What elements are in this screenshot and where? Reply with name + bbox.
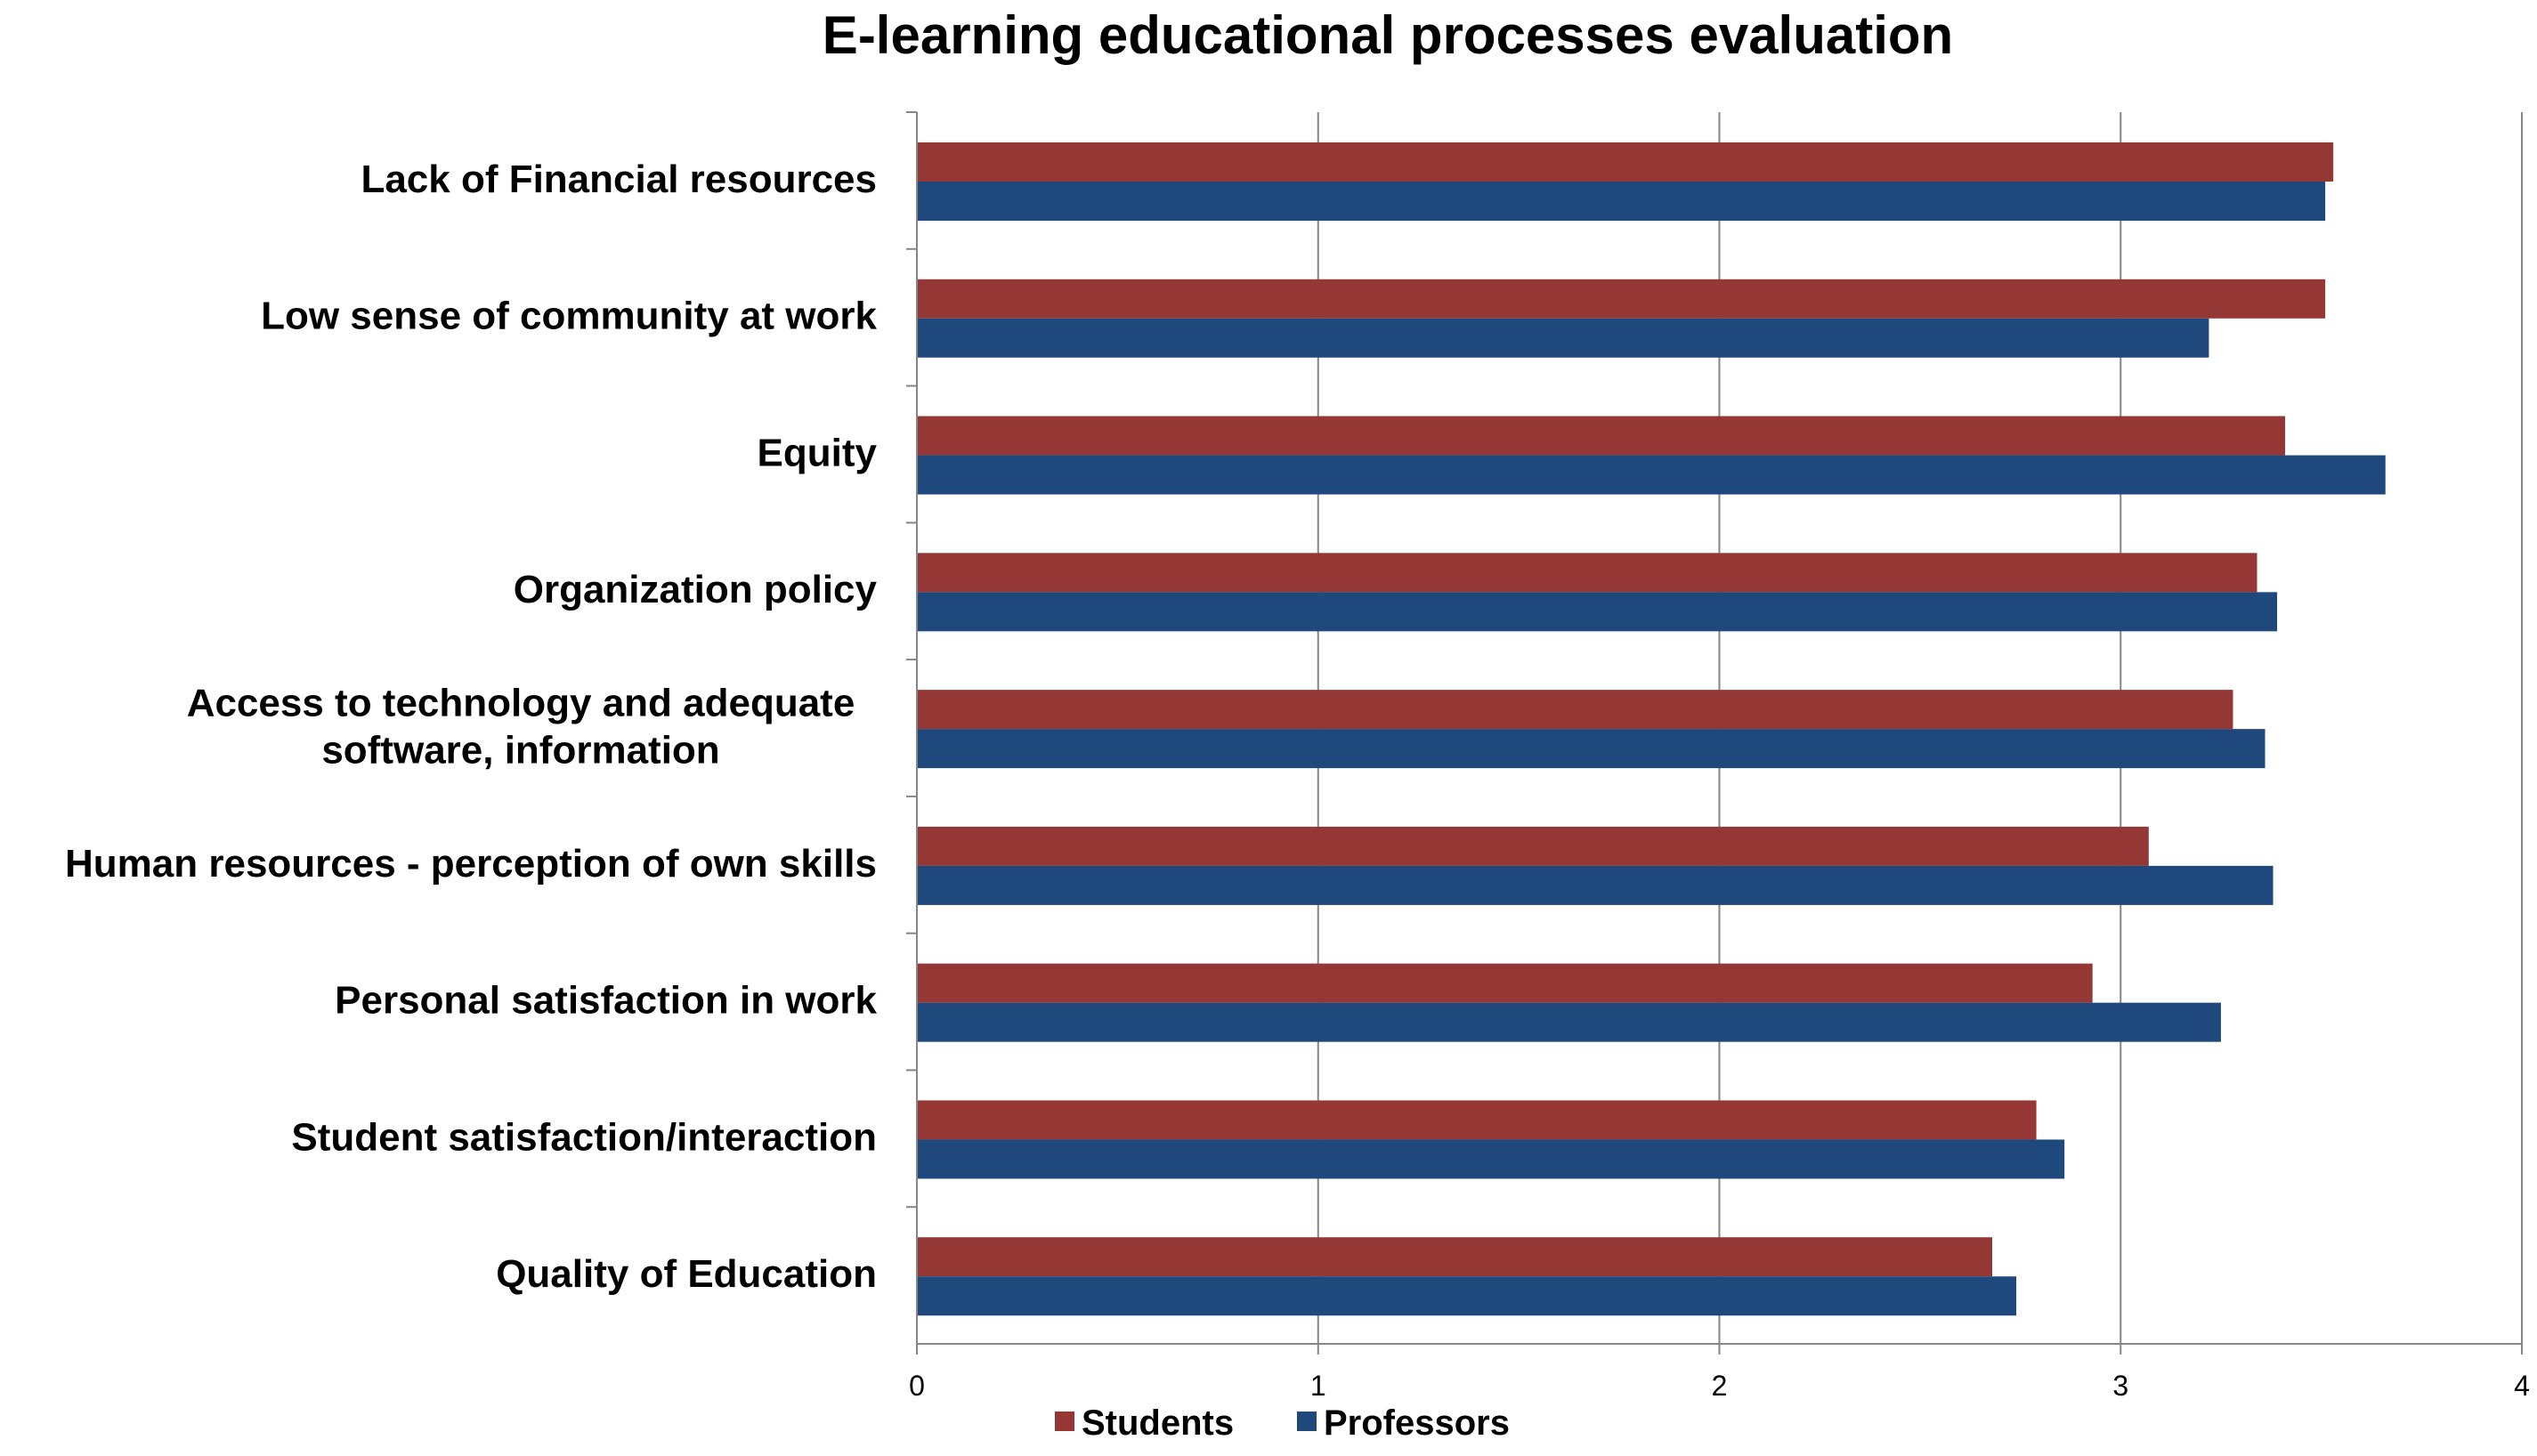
legend-swatch-professors [1297,1412,1317,1431]
category-labels: Lack of Financial resources Low sense of … [65,158,878,1296]
bar-professors [917,182,2326,221]
category-label: Lack of Financial resources [361,158,877,201]
bar-professors [917,1139,2065,1179]
x-tick-label: 3 [2112,1370,2128,1402]
legend: Students Professors [1055,1403,1510,1443]
bar-professors [917,1002,2221,1042]
bar-professors [917,729,2265,769]
category-label: Human resources - perception of own skil… [65,842,877,886]
bar-students [917,826,2149,866]
category-label: Access to technology and adequate softwar… [187,682,855,772]
bars [917,142,2386,1316]
category-label: Low sense of community at work [261,295,877,338]
category-label: Organization policy [514,568,878,611]
bar-students [917,279,2326,319]
bar-students [917,690,2233,730]
x-tick-label: 2 [1712,1370,1728,1402]
legend-label-professors: Professors [1324,1403,1510,1443]
chart-title: E-learning educational processes evaluat… [822,5,1954,65]
axes [906,111,2523,1355]
bar-professors [917,865,2274,905]
category-label: Personal satisfaction in work [335,979,877,1023]
x-tick-label: 4 [2514,1370,2530,1402]
bar-students [917,963,2093,1003]
category-label: Equity [758,431,878,474]
bar-professors [917,318,2209,358]
bar-students [917,1100,2037,1140]
category-label: Student satisfaction/interaction [291,1115,877,1159]
x-tick-label: 0 [909,1370,925,1402]
legend-label-students: Students [1082,1403,1234,1443]
bar-students [917,1237,1993,1277]
x-tick-labels: 0 1 2 3 4 [909,1370,2530,1402]
x-tick-label: 1 [1310,1370,1326,1402]
bar-students [917,553,2257,593]
bar-students [917,416,2286,456]
legend-swatch-students [1055,1412,1074,1431]
bar-professors [917,592,2278,632]
bar-professors [917,455,2386,495]
category-label: Quality of Education [496,1252,877,1296]
bar-professors [917,1276,2017,1316]
bar-students [917,142,2334,182]
